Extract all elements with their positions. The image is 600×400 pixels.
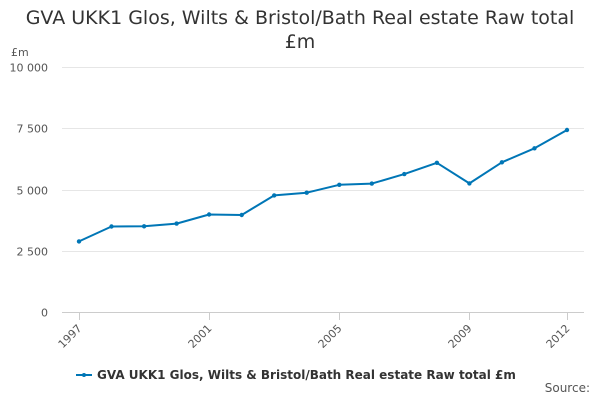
data-point (141, 224, 147, 229)
y-tick-label: 7 500 (17, 123, 49, 136)
data-point (467, 181, 472, 186)
y-tick-label: 5 000 (17, 185, 49, 198)
legend-label: GVA UKK1 Glos, Wilts & Bristol/Bath Real… (97, 368, 516, 382)
x-tick-label: 2005 (316, 322, 345, 351)
axes: 0 2 500 5 000 7 500 10 000 1997 2001 2005 2009 20… (10, 62, 584, 351)
chart-title: GVA UKK1 Glos, Wilts & Bristol/Bath Real… (0, 6, 600, 54)
data-point (564, 127, 570, 133)
data-point (174, 221, 179, 226)
y-axis-unit-label: £m (11, 46, 29, 59)
data-point (109, 224, 114, 229)
data-point (499, 160, 505, 165)
chart-title-line-2: £m (284, 31, 316, 53)
legend-item[interactable]: GVA UKK1 Glos, Wilts & Bristol/Bath Real… (76, 367, 516, 383)
data-point (402, 171, 407, 177)
x-tick-label: 2001 (186, 322, 215, 351)
data-point (272, 193, 277, 198)
y-tick-label: 2 500 (17, 246, 49, 259)
x-tick-label: 2009 (446, 322, 475, 351)
data-point (76, 239, 82, 244)
data-point (434, 160, 440, 165)
source-credit[interactable]: Source: (544, 381, 590, 395)
series-layer (76, 127, 570, 244)
data-point (337, 182, 342, 187)
data-point (304, 190, 309, 195)
y-tick-label: 0 (41, 307, 48, 320)
data-point (206, 212, 212, 217)
x-tick-label: 2012 (544, 322, 573, 351)
chart-title-line-1: GVA UKK1 Glos, Wilts & Bristol/Bath Real… (25, 7, 575, 29)
legend-line-marker-icon (76, 367, 92, 383)
gridlines (62, 67, 584, 313)
data-point (532, 146, 537, 151)
data-point (239, 212, 244, 218)
x-tick-label: 1997 (56, 322, 85, 351)
y-tick-label: 10 000 (10, 62, 49, 75)
series-line (78, 129, 568, 243)
data-point (369, 181, 374, 186)
